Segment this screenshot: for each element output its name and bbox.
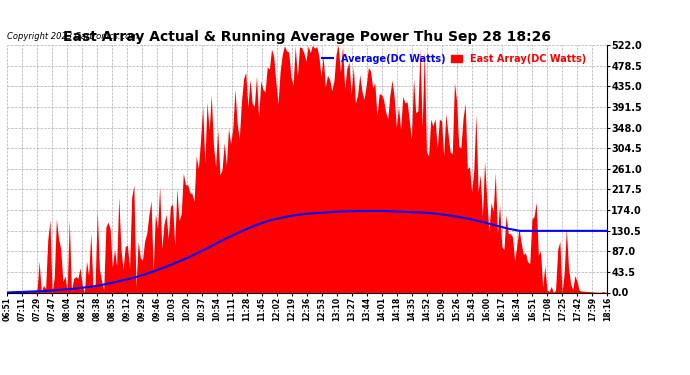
- Title: East Array Actual & Running Average Power Thu Sep 28 18:26: East Array Actual & Running Average Powe…: [63, 30, 551, 44]
- Legend: Average(DC Watts), East Array(DC Watts): Average(DC Watts), East Array(DC Watts): [318, 50, 591, 68]
- Text: Copyright 2023 Cartronics.com: Copyright 2023 Cartronics.com: [7, 32, 138, 41]
